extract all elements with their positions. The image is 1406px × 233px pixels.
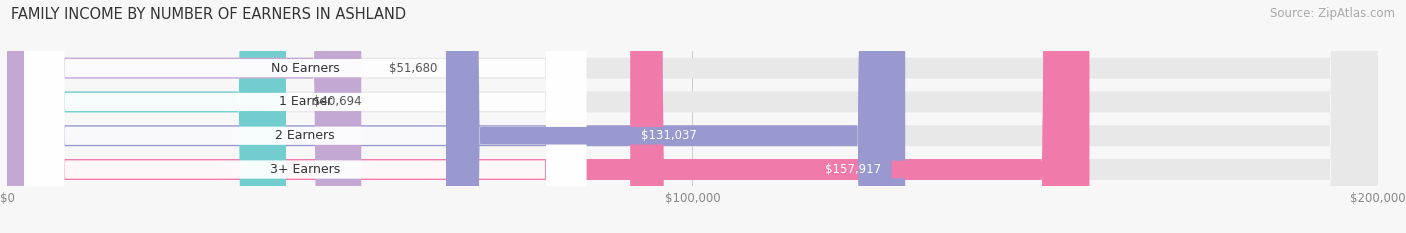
Text: Source: ZipAtlas.com: Source: ZipAtlas.com	[1270, 7, 1395, 20]
FancyBboxPatch shape	[630, 0, 1076, 233]
Text: 2 Earners: 2 Earners	[276, 129, 335, 142]
FancyBboxPatch shape	[24, 0, 586, 233]
FancyBboxPatch shape	[7, 0, 1378, 233]
FancyBboxPatch shape	[24, 0, 586, 233]
FancyBboxPatch shape	[7, 0, 1090, 233]
Text: $131,037: $131,037	[641, 129, 696, 142]
Text: 3+ Earners: 3+ Earners	[270, 163, 340, 176]
FancyBboxPatch shape	[7, 0, 1378, 233]
Text: $51,680: $51,680	[388, 62, 437, 75]
Text: No Earners: No Earners	[271, 62, 340, 75]
FancyBboxPatch shape	[7, 0, 285, 233]
Text: 1 Earner: 1 Earner	[278, 96, 332, 108]
FancyBboxPatch shape	[24, 0, 586, 233]
Text: FAMILY INCOME BY NUMBER OF EARNERS IN ASHLAND: FAMILY INCOME BY NUMBER OF EARNERS IN AS…	[11, 7, 406, 22]
Text: $157,917: $157,917	[825, 163, 882, 176]
FancyBboxPatch shape	[7, 0, 1378, 233]
FancyBboxPatch shape	[7, 0, 361, 233]
FancyBboxPatch shape	[446, 0, 891, 233]
FancyBboxPatch shape	[7, 0, 905, 233]
Text: $40,694: $40,694	[314, 96, 361, 108]
FancyBboxPatch shape	[24, 0, 586, 233]
FancyBboxPatch shape	[7, 0, 1378, 233]
